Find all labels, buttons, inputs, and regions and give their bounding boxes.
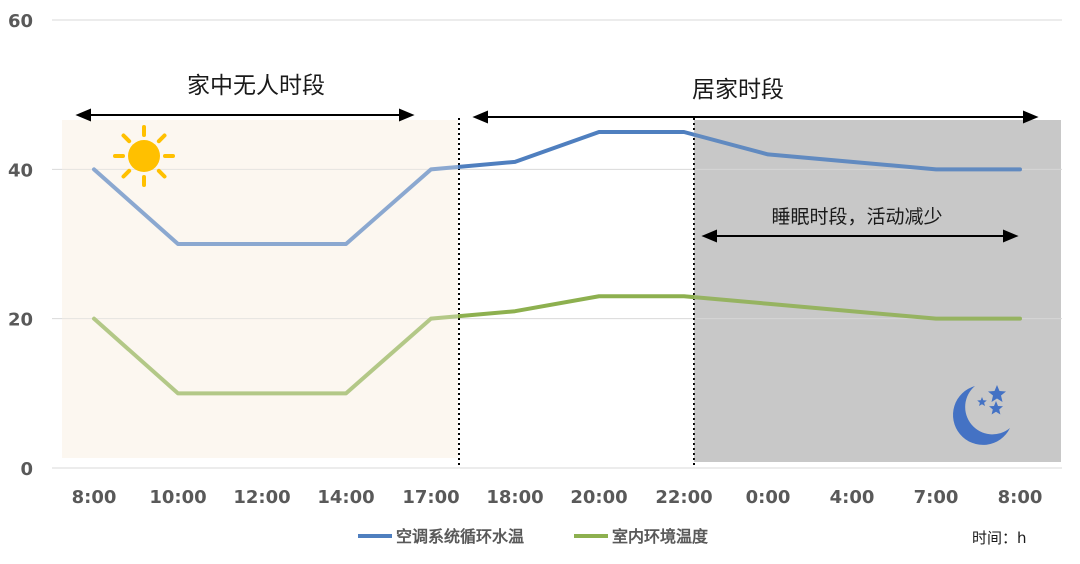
sun-ray	[121, 168, 132, 179]
home-period-label: 居家时段	[692, 77, 784, 103]
sleep-arrow	[701, 229, 1019, 243]
legend-label-indoor: 室内环境温度	[612, 527, 709, 546]
x-tick-label: 22:00	[655, 487, 712, 508]
x-tick-label: 7:00	[914, 487, 959, 508]
x-tick-label: 20:00	[570, 487, 627, 508]
sun-ray	[156, 168, 167, 179]
sleep-period-region	[694, 120, 1061, 462]
away-period-region	[62, 120, 458, 458]
x-tick-label: 12:00	[233, 487, 290, 508]
home-arrow	[472, 110, 1039, 124]
y-tick-labels: 0 20 40 60	[8, 11, 33, 480]
x-tick-label: 17:00	[402, 487, 459, 508]
x-tick-label: 10:00	[149, 487, 206, 508]
moon-icon	[953, 385, 1010, 445]
x-tick-label: 0:00	[746, 487, 791, 508]
x-tick-label: 14:00	[317, 487, 374, 508]
gridlines	[52, 19, 1062, 320]
legend: 空调系统循环水温 室内环境温度	[358, 527, 709, 546]
series-layer	[62, 120, 1061, 462]
sun-disc	[128, 140, 160, 172]
legend-label-water: 空调系统循环水温	[396, 527, 524, 546]
sleep-period-label: 睡眠时段，活动减少	[771, 206, 942, 228]
x-tick-label: 18:00	[486, 487, 543, 508]
y-tick-label: 60	[8, 11, 33, 32]
x-tick-label: 8:00	[998, 487, 1043, 508]
y-tick-label: 20	[8, 310, 33, 331]
series-line-0	[92, 130, 1022, 246]
x-tick-label: 8:00	[72, 487, 117, 508]
series-line-1	[92, 294, 1022, 396]
sun-icon	[113, 125, 175, 187]
away-arrow	[75, 108, 415, 122]
sun-ray	[121, 133, 132, 144]
y-tick-label: 0	[20, 459, 33, 480]
night-overlay	[694, 120, 1061, 462]
x-tick-labels: 8:00 10:00 12:00 14:00 17:00 18:00 20:00 22:00 0…	[72, 487, 1043, 508]
x-axis-unit: 时间：h	[972, 529, 1027, 547]
x-tick-label: 4:00	[830, 487, 875, 508]
away-period-label: 家中无人时段	[187, 73, 325, 99]
sun-ray	[156, 133, 167, 144]
away-overlay	[62, 120, 458, 458]
y-tick-label: 40	[8, 160, 33, 181]
